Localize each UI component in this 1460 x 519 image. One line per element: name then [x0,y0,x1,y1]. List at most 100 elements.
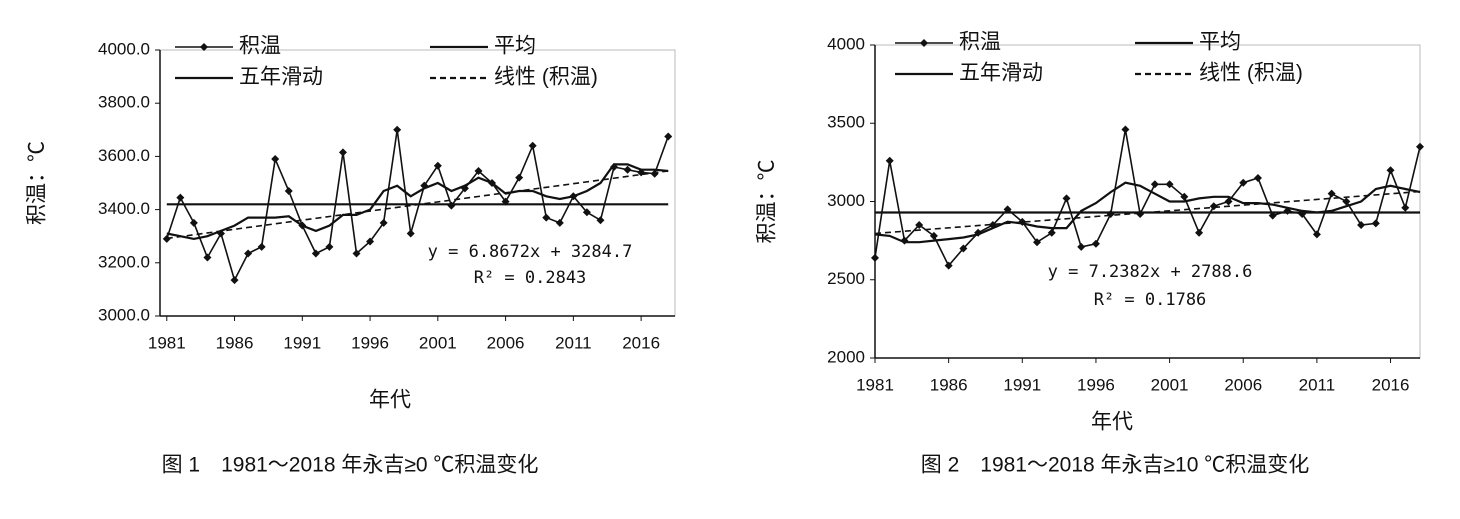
point [189,218,198,227]
x-tick-label: 2001 [419,333,457,352]
x-tick-label: 1981 [856,375,894,394]
point [176,193,185,202]
legend-label: 积温 [959,31,1001,54]
caption: 图 1 1981～2018 年永吉≥0 ℃积温变化 [162,454,539,477]
y-axis-label: 积温：℃ [756,160,779,244]
plot-frame [874,44,1421,359]
x-tick-label: 2006 [487,333,525,352]
x-tick-label: 2016 [1372,375,1410,394]
point [1165,180,1174,189]
point [664,132,673,141]
legend-marker [920,39,928,47]
y-tick-label: 3600.0 [98,146,150,165]
point [311,249,320,258]
x-tick-label: 1981 [148,333,186,352]
annotation: R² = 0.1786 [1094,290,1207,310]
x-tick-label: 2016 [622,333,660,352]
x-tick-label: 1996 [351,333,389,352]
annotation: y = 7.2382x + 2788.6 [1048,262,1253,282]
y-tick-label: 4000 [827,34,865,53]
point [623,165,632,174]
point [284,186,293,195]
legend-marker [200,43,208,51]
y-tick-label: 3000.0 [98,305,150,324]
legend-label: 线性 (积温) [494,66,598,89]
point [271,155,280,164]
point [1062,194,1071,203]
point [959,244,968,253]
series-line [874,129,1421,268]
point [582,208,591,217]
point [1033,238,1042,247]
x-tick-label: 2001 [1151,375,1189,394]
x-tick-label: 1991 [283,333,321,352]
y-tick-label: 3200.0 [98,252,150,271]
series-line [874,181,1421,244]
point [542,213,551,222]
point [1253,174,1262,183]
point [393,125,402,134]
point [1416,142,1424,151]
point [1077,242,1086,251]
series-line [166,163,669,241]
y-tick-label: 2000 [827,347,865,366]
point [528,141,537,150]
point [1195,228,1204,237]
point [1150,180,1159,189]
y-tick-label: 3000 [827,191,865,210]
y-tick-label: 3400.0 [98,199,150,218]
point [1371,219,1380,228]
point [1091,239,1100,248]
point [1180,192,1189,201]
point [244,249,253,258]
y-tick-label: 4000.0 [98,39,150,58]
point [257,242,266,251]
y-tick-label: 3500 [827,113,865,132]
point [203,253,212,262]
annotation: R² = 0.2843 [474,268,587,288]
legend-label: 平均 [494,35,536,58]
point [885,156,894,165]
point [352,249,361,258]
x-tick-label: 1986 [216,333,254,352]
x-axis-label: 年代 [369,389,411,412]
point [871,253,879,262]
point [944,261,953,270]
point [162,234,171,243]
point [1342,197,1351,206]
legend-label: 五年滑动 [959,62,1043,85]
point [1106,210,1115,219]
point [1327,189,1336,198]
x-axis-label: 年代 [1091,411,1133,434]
point [1239,178,1248,187]
point [555,218,564,227]
point [379,218,388,227]
point [325,242,334,251]
legend-label: 平均 [1199,31,1241,54]
point [1357,220,1366,229]
legend-label: 五年滑动 [239,66,323,89]
y-tick-label: 2500 [827,269,865,288]
x-tick-label: 1991 [1003,375,1041,394]
point [474,167,483,176]
point [433,161,442,170]
point [366,237,375,246]
point [515,173,524,182]
annotation: y = 6.8672x + 3284.7 [428,242,633,262]
legend-label: 积温 [239,35,281,58]
point [1386,166,1395,175]
series-line [166,170,669,240]
point [1209,202,1218,211]
point [230,276,239,285]
point [1401,203,1410,212]
point [1047,228,1056,237]
x-tick-label: 1986 [930,375,968,394]
point [1003,205,1012,214]
point [338,148,347,157]
x-tick-label: 2011 [555,333,592,352]
point [1121,125,1130,134]
x-tick-label: 2011 [1299,375,1336,394]
x-tick-label: 1996 [1077,375,1115,394]
y-axis-label: 积温：℃ [26,141,49,225]
